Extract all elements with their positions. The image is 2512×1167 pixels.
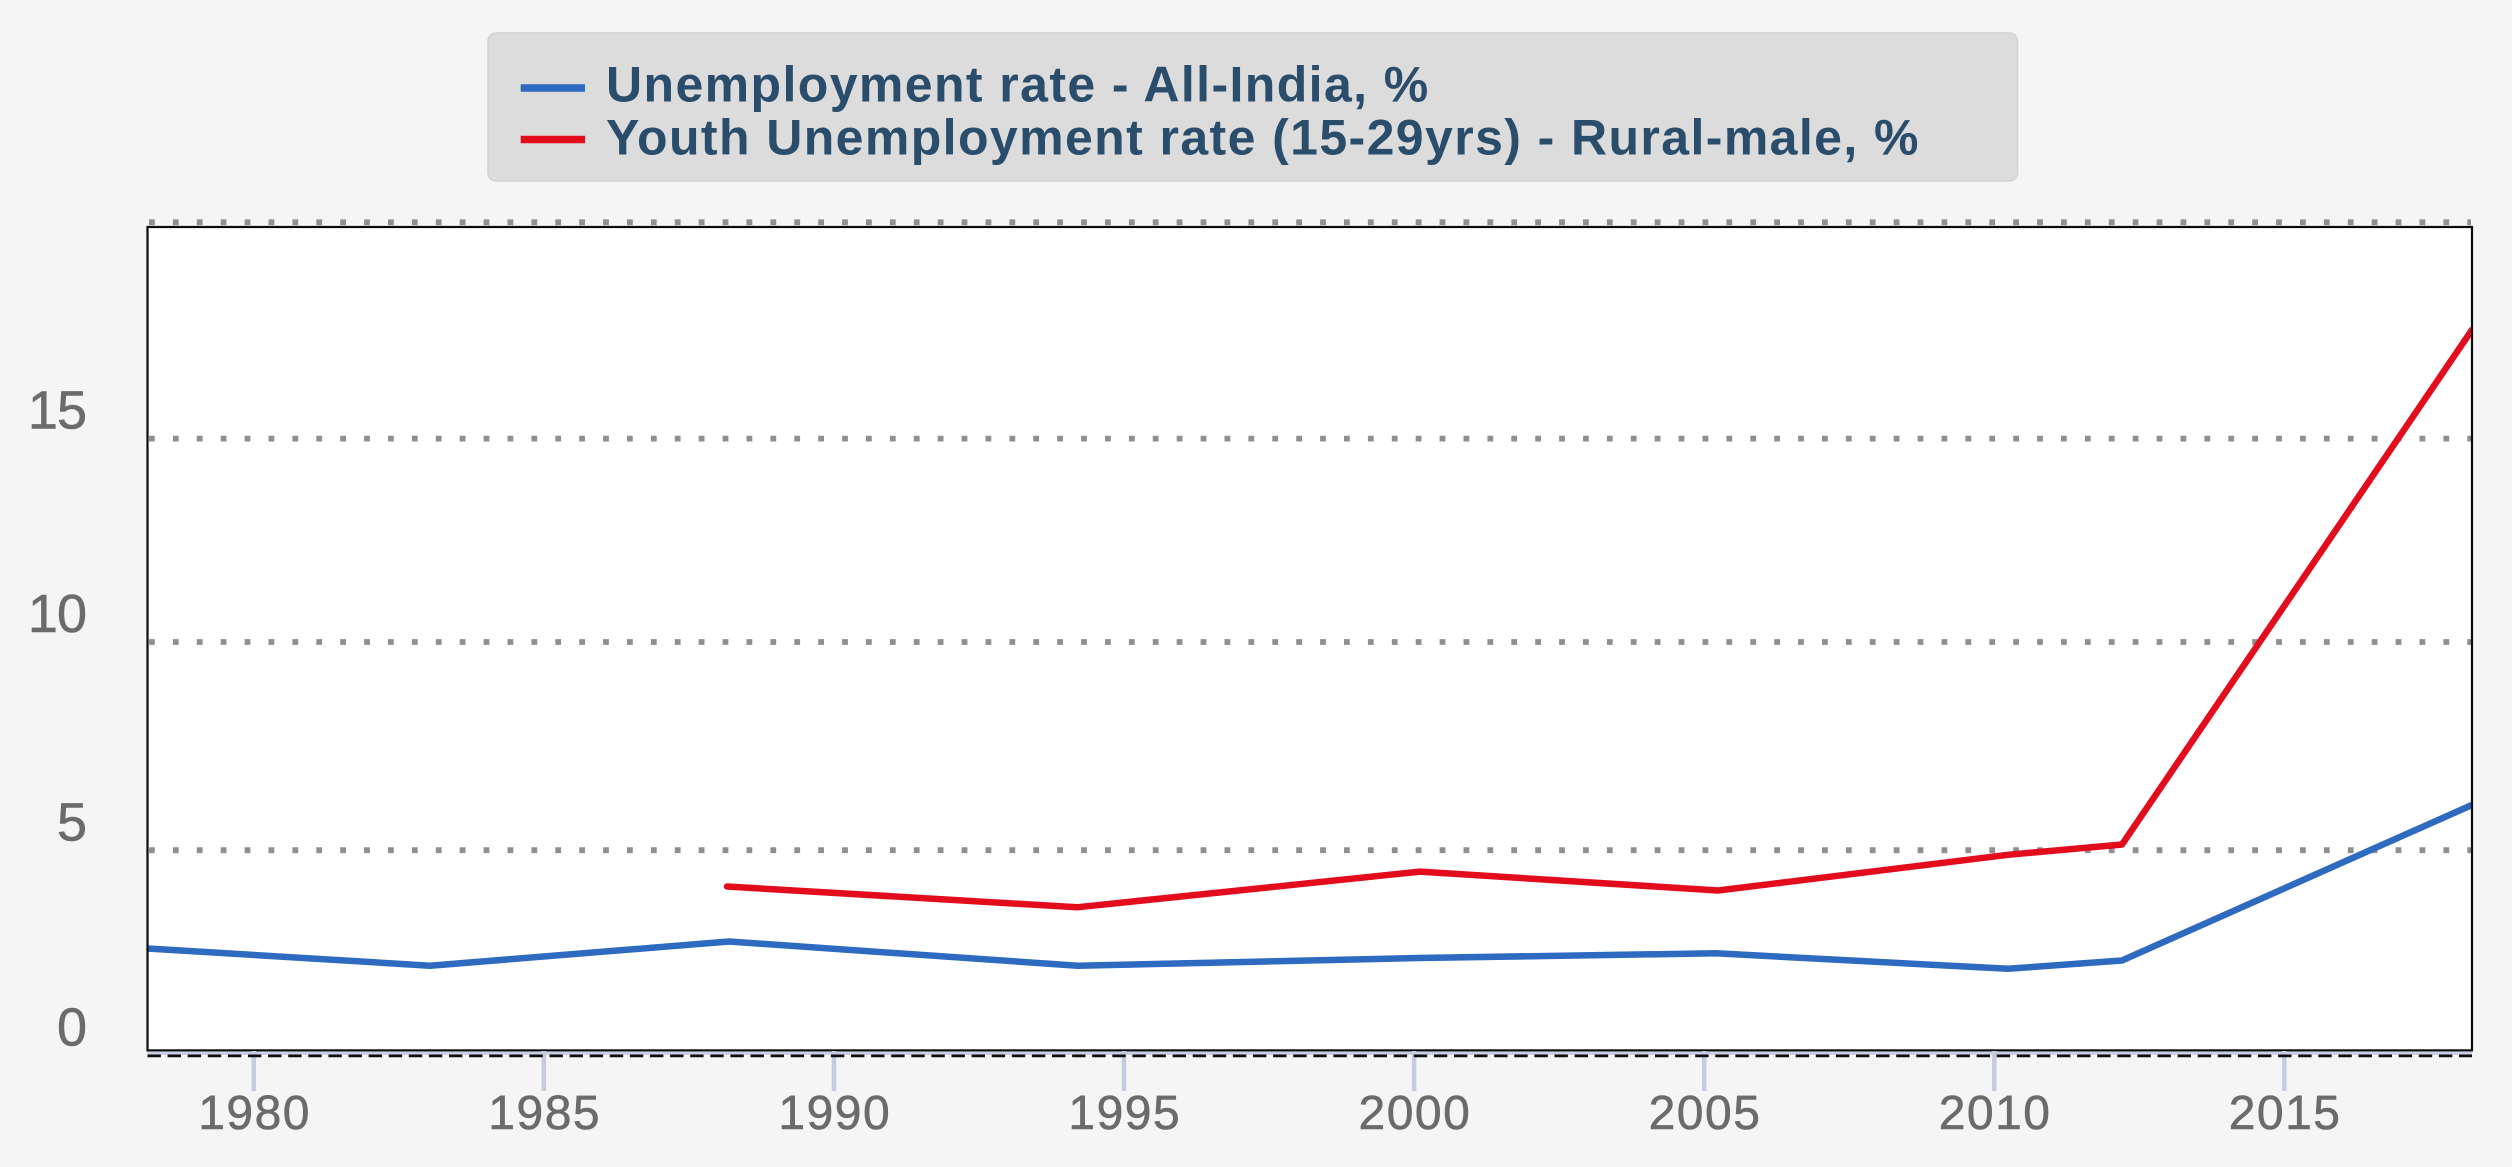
svg-text:2000: 2000 [1359, 1087, 1472, 1140]
svg-text:1980: 1980 [198, 1087, 311, 1140]
svg-text:1985: 1985 [488, 1087, 601, 1140]
svg-text:10: 10 [28, 584, 86, 644]
svg-text:1990: 1990 [778, 1087, 891, 1140]
svg-text:2015: 2015 [2229, 1087, 2342, 1140]
svg-text:0: 0 [57, 998, 86, 1058]
svg-text:2005: 2005 [1649, 1087, 1762, 1140]
svg-text:2010: 2010 [1939, 1087, 2052, 1140]
svg-text:1995: 1995 [1068, 1087, 1181, 1140]
svg-text:Unemployment rate - All-India,: Unemployment rate - All-India, % [606, 57, 1430, 113]
svg-text:Youth Unemployment rate (15-29: Youth Unemployment rate (15-29yrs) - Rur… [606, 110, 1920, 166]
svg-text:5: 5 [57, 792, 86, 852]
svg-text:15: 15 [28, 381, 86, 441]
